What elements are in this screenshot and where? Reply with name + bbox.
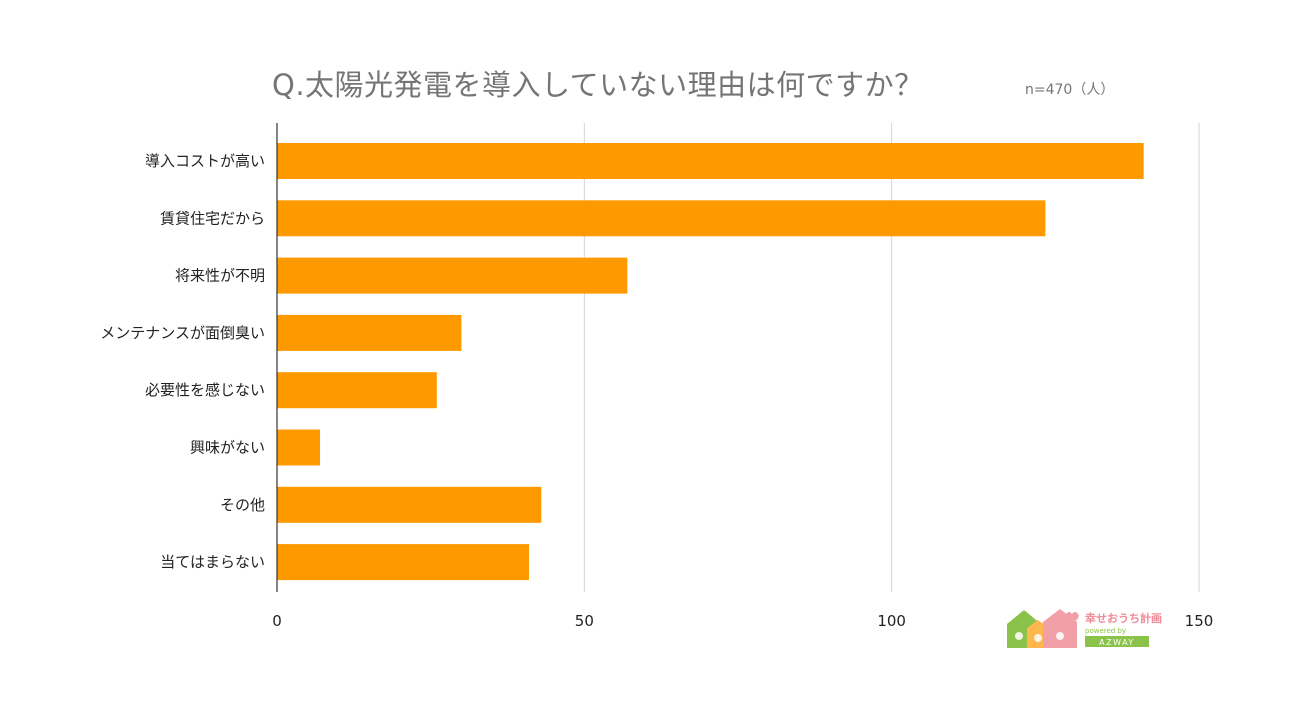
face-icon — [1034, 634, 1042, 642]
category-labels: 導入コストが高い賃貸住宅だから将来性が不明メンテナンスが面倒臭い必要性を感じない… — [100, 152, 265, 571]
category-label: 将来性が不明 — [175, 267, 265, 285]
bar — [277, 257, 628, 294]
x-tick-label: 50 — [575, 612, 594, 630]
bar — [277, 544, 530, 581]
category-label: 当てはまらない — [160, 553, 265, 571]
face-icon — [1056, 632, 1064, 640]
brand-badge — [1085, 636, 1149, 647]
x-tick-label: 0 — [272, 612, 282, 630]
x-tick-labels: 0 50 100 150 — [272, 612, 1213, 630]
face-icon — [1015, 632, 1023, 640]
bar — [277, 314, 462, 351]
x-tick-label: 100 — [877, 612, 906, 630]
category-label: 興味がない — [190, 439, 265, 457]
grid-lines — [583, 123, 1200, 592]
category-label: 導入コストが高い — [145, 152, 265, 170]
bar — [277, 143, 1144, 179]
category-label: 賃貸住宅だから — [160, 209, 265, 227]
bar — [277, 372, 437, 409]
category-label: メンテナンスが面倒臭い — [100, 324, 265, 342]
bars — [277, 143, 1144, 581]
bar — [277, 486, 542, 523]
bar — [277, 429, 321, 466]
sample-size-note: n=470（人） — [1025, 82, 1115, 98]
logo-text: 幸せおうち計画 — [1085, 611, 1162, 625]
bar — [277, 200, 1046, 237]
chart-title: Q.太陽光発電を導入していない理由は何ですか？ — [272, 68, 924, 102]
logo-brand-text: AZWAY — [1099, 638, 1135, 647]
category-label: 必要性を感じない — [145, 381, 265, 399]
category-label: その他 — [220, 496, 265, 514]
heart-icon — [1065, 612, 1079, 623]
logo-sub-text: powered by — [1085, 627, 1126, 635]
brand-logo: 幸せおうち計画 powered by AZWAY — [1005, 606, 1170, 650]
x-tick-label: 150 — [1185, 612, 1214, 630]
